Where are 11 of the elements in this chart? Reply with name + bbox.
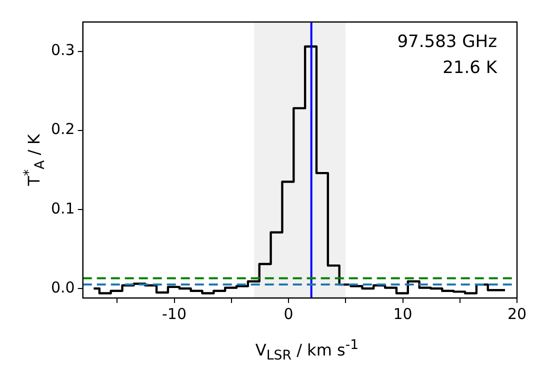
y-tick-label: 0.1 <box>50 199 75 218</box>
y-tick-label: 0.2 <box>50 120 75 138</box>
annotation: 21.6 K <box>442 58 498 78</box>
y-tick-label: 0.0 <box>50 278 75 296</box>
x-tick-label: -10 <box>162 304 187 323</box>
annotation: 97.583 GHz <box>397 32 498 52</box>
x-tick-label: 20 <box>507 304 527 323</box>
y-tick-label: 0.3 <box>50 41 75 60</box>
x-axis-title: V$_{LSR}$ / km s$^{-1}$ <box>254 338 360 364</box>
x-tick-label: 0 <box>284 304 294 323</box>
x-tick-label: 10 <box>393 304 412 323</box>
